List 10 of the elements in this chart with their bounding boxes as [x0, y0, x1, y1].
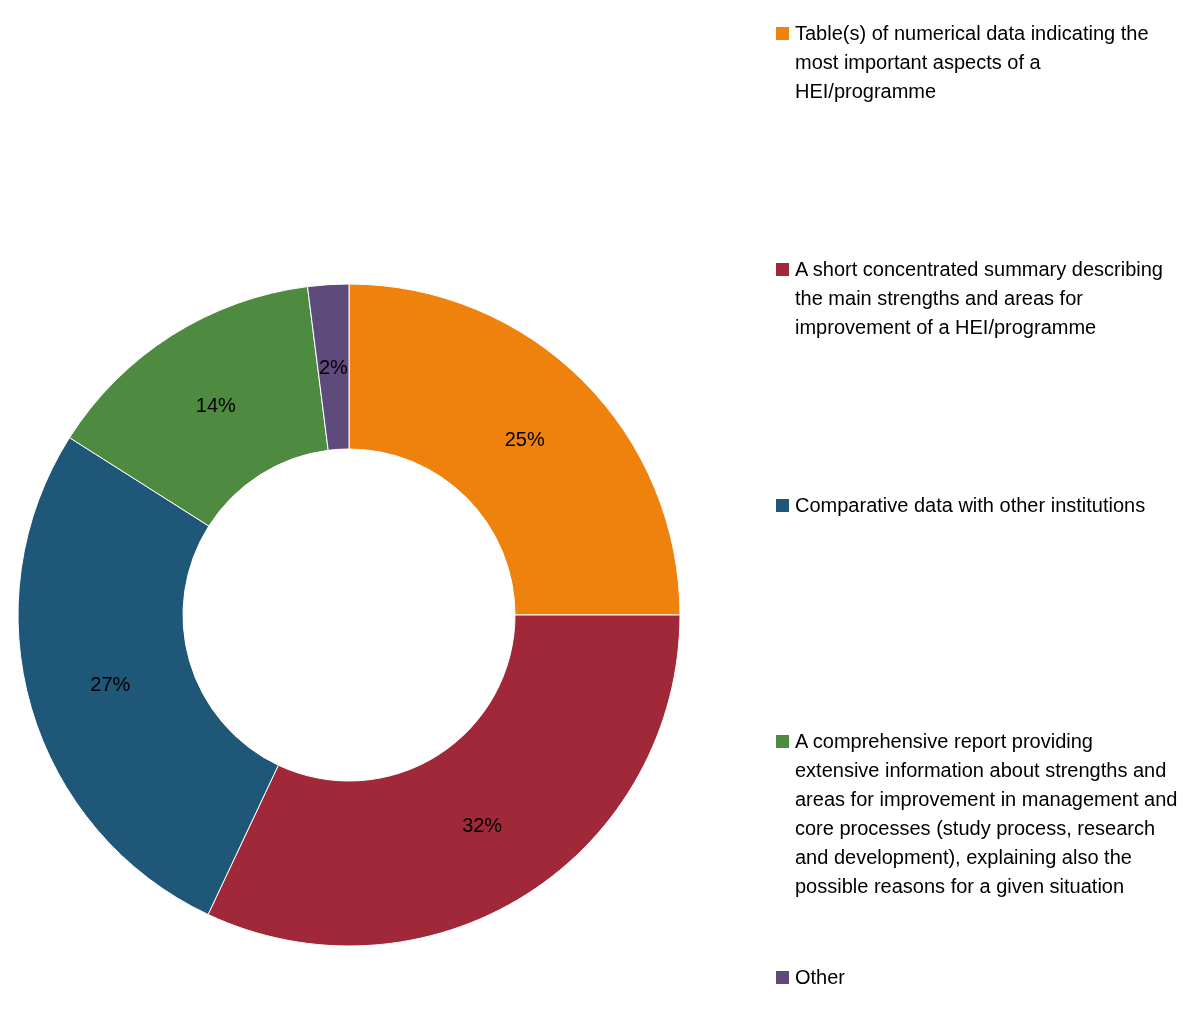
- data-label: 27%: [90, 673, 131, 696]
- data-label: 2%: [318, 355, 349, 378]
- legend-label: Table(s) of numerical data indicating the most important aspects of a HEI/programme: [795, 22, 1149, 102]
- legend-label: Other: [795, 966, 846, 988]
- data-label: 14%: [195, 394, 237, 417]
- legend-label: Comparative data with other institutions: [795, 494, 1146, 516]
- data-label: 32%: [462, 813, 503, 836]
- data-label: 25%: [504, 428, 545, 451]
- legend-label: A comprehensive report providing extensive information about strengths and areas for improvement in management and core processes (study process, research and development), explaining also the possible reasons for a given situation: [795, 730, 1178, 897]
- legend-label: A short concentrated summary describing the main strengths and areas for improvement of a HEI/programme: [795, 258, 1163, 338]
